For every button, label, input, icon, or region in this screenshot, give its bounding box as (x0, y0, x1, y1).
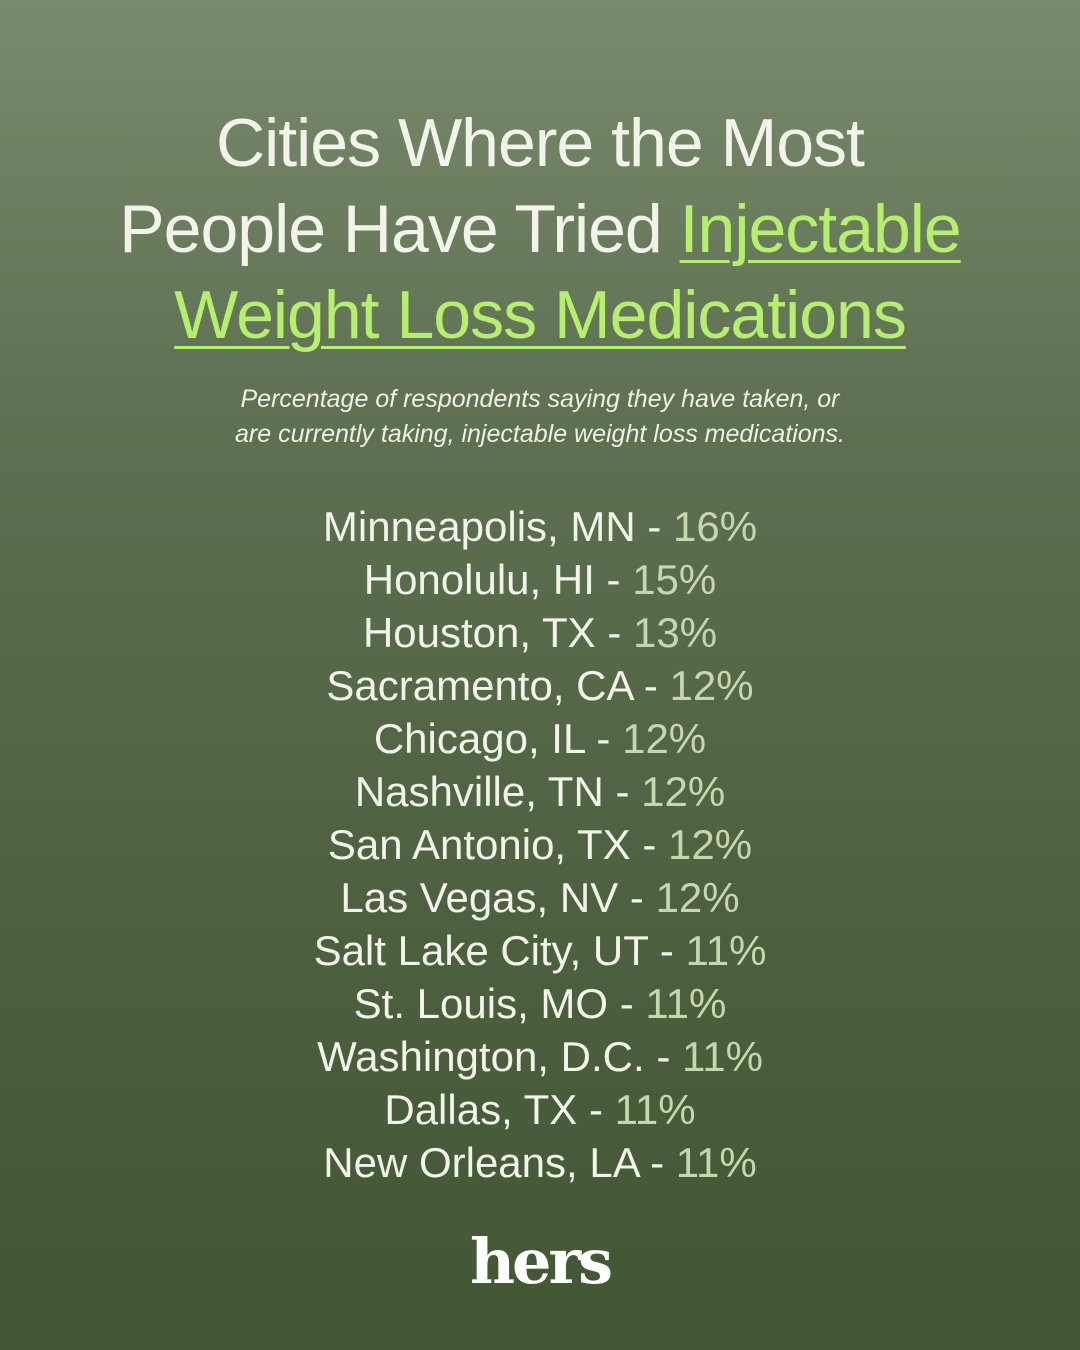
brand-logo: hers (469, 1225, 613, 1298)
city-percent: 11% (685, 927, 767, 974)
separator: - (619, 980, 634, 1027)
list-item: Sacramento, CA - 12% (0, 659, 1080, 712)
title-line-2-plain: People Have Tried (119, 191, 680, 267)
title-line-3-highlight: Weight Loss Medications (174, 277, 907, 353)
city-percent: 16% (673, 503, 758, 550)
list-item: New Orleans, LA - 11% (0, 1136, 1080, 1189)
separator: - (659, 927, 674, 974)
separator: - (642, 821, 657, 868)
list-item: Houston, TX - 13% (0, 606, 1080, 659)
page-title: Cities Where the Most People Have Tried … (0, 100, 1080, 358)
separator: - (606, 556, 621, 603)
list-item: Las Vegas, NV - 12% (0, 871, 1080, 924)
city-percent: 12% (668, 821, 753, 868)
list-item: Nashville, TN - 12% (0, 765, 1080, 818)
city-percent: 12% (655, 874, 740, 921)
city-percent: 11% (614, 1086, 696, 1133)
city-name: St. Louis, MO (353, 980, 609, 1027)
separator: - (615, 768, 630, 815)
city-percent: 12% (622, 715, 707, 762)
city-name: New Orleans, LA (323, 1139, 639, 1186)
separator: - (589, 1086, 603, 1133)
city-name: Dallas, TX (384, 1086, 578, 1133)
subtitle: Percentage of respondents saying they ha… (0, 382, 1080, 452)
list-item: Washington, D.C. - 11% (0, 1030, 1080, 1083)
separator: - (596, 715, 611, 762)
title-line-2-highlight: Injectable (679, 191, 962, 267)
city-name: Washington, D.C. (317, 1033, 645, 1080)
subtitle-line-1: Percentage of respondents saying they ha… (240, 385, 840, 413)
city-name: Salt Lake City, UT (313, 927, 649, 974)
city-percent: 13% (632, 609, 718, 656)
city-name: Minneapolis, MN (322, 503, 636, 550)
subtitle-line-2: are currently taking, injectable weight … (234, 420, 846, 448)
city-ranking-list: Minneapolis, MN - 16% Honolulu, HI - 15%… (0, 500, 1080, 1189)
separator: - (643, 662, 658, 709)
city-name: Houston, TX (362, 609, 596, 656)
city-name: Nashville, TN (354, 768, 604, 815)
separator: - (629, 874, 644, 921)
list-item: Minneapolis, MN - 16% (0, 500, 1080, 553)
list-item: Dallas, TX - 11% (0, 1083, 1080, 1136)
list-item: Chicago, IL - 12% (0, 712, 1080, 765)
city-percent: 12% (669, 662, 754, 709)
list-item: Honolulu, HI - 15% (0, 553, 1080, 606)
list-item: San Antonio, TX - 12% (0, 818, 1080, 871)
separator: - (650, 1139, 665, 1186)
city-name: Las Vegas, NV (340, 874, 619, 921)
city-name: Chicago, IL (373, 715, 585, 762)
separator: - (656, 1033, 671, 1080)
city-percent: 15% (632, 556, 717, 603)
city-percent: 12% (641, 768, 726, 815)
city-name: Sacramento, CA (326, 662, 633, 709)
separator: - (647, 503, 662, 550)
city-name: Honolulu, HI (363, 556, 595, 603)
city-percent: 11% (645, 980, 727, 1027)
list-item: St. Louis, MO - 11% (0, 977, 1080, 1030)
title-line-1: Cities Where the Most (216, 105, 865, 181)
city-name: San Antonio, TX (327, 821, 631, 868)
city-percent: 11% (681, 1033, 763, 1080)
separator: - (607, 609, 622, 656)
city-percent: 11% (675, 1139, 757, 1186)
list-item: Salt Lake City, UT - 11% (0, 924, 1080, 977)
